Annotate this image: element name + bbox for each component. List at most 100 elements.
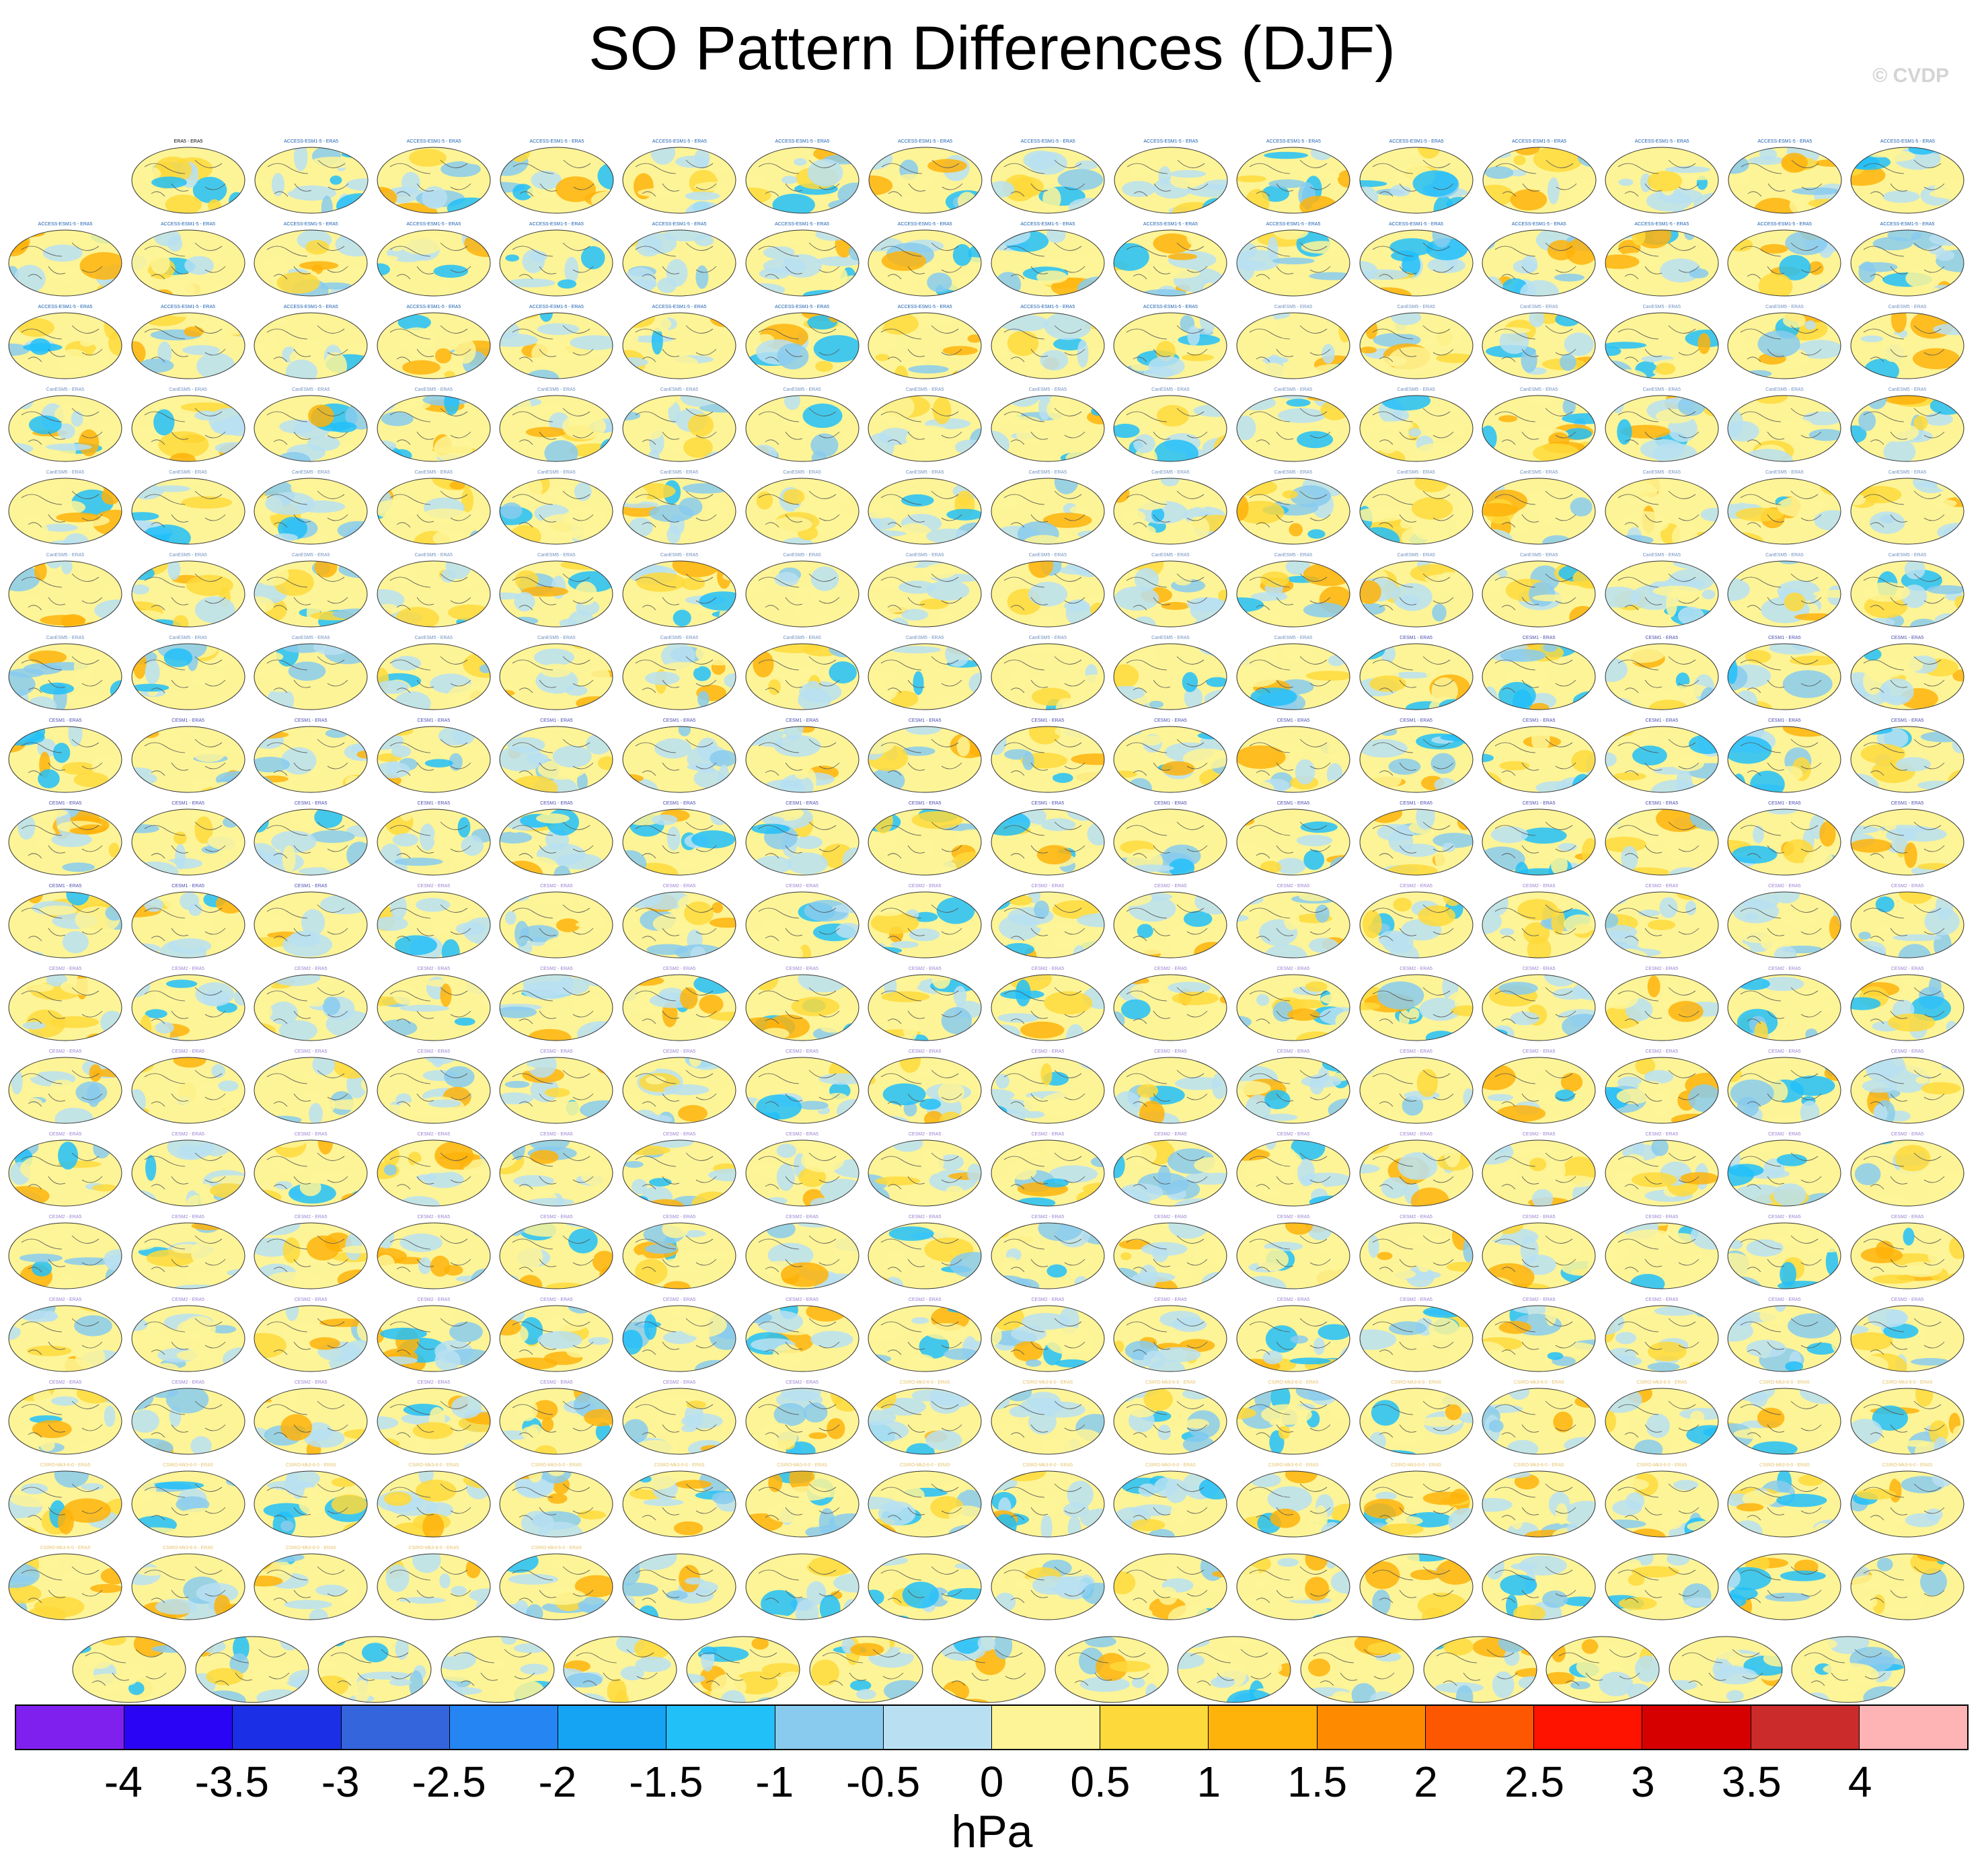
global-map-icon (1482, 1057, 1596, 1124)
map-panel: CSIRO-Mk3-6-0 - ERA5 (1605, 1380, 1719, 1456)
global-map-icon (745, 1553, 860, 1620)
map-panel: CESM2 - ERA5 (377, 884, 491, 959)
global-map-icon (1482, 312, 1596, 379)
global-map-icon (1113, 560, 1227, 628)
map-panel: CanESM5 - ERA5 (1236, 387, 1350, 463)
map-panel-title: CanESM5 - ERA5 (660, 636, 699, 640)
map-panel: ACCESS-ESM1-5 - ERA5 (1236, 139, 1350, 215)
map-panel-title: ACCESS-ESM1-5 - ERA5 (1389, 222, 1444, 227)
map-panel-title: CESM2 - ERA5 (1400, 884, 1433, 889)
colorbar-box (124, 1706, 233, 1749)
map-panel: CESM2 - ERA5 (868, 1049, 982, 1125)
map-panel-title: CanESM5 - ERA5 (1888, 305, 1927, 309)
map-panel (1669, 1628, 1783, 1704)
global-map-icon (377, 1470, 491, 1538)
map-panel: CESM2 - ERA5 (499, 1132, 613, 1207)
map-panel-title: CESM2 - ERA5 (1768, 1215, 1801, 1220)
global-map-icon (1850, 1470, 1964, 1538)
map-panel: CESM2 - ERA5 (377, 967, 491, 1042)
map-panel-title: CanESM5 - ERA5 (1151, 387, 1190, 392)
map-panel-title: CESM2 - ERA5 (786, 1298, 818, 1302)
map-panel: CESM2 - ERA5 (745, 1132, 860, 1207)
global-map-icon (686, 1636, 800, 1703)
map-panel-title: CanESM5 - ERA5 (1274, 305, 1313, 309)
map-panel: CESM2 - ERA5 (745, 967, 860, 1042)
map-panel-title: CanESM5 - ERA5 (1519, 305, 1558, 309)
map-panel: CESM1 - ERA5 (745, 718, 860, 794)
colorbar-tick-label: 2 (1414, 1758, 1438, 1806)
map-panel: ACCESS-ESM1-5 - ERA5 (1113, 305, 1227, 380)
global-map-icon (1359, 1305, 1474, 1372)
map-panel-title: CESM2 - ERA5 (1522, 1215, 1556, 1220)
map-panel (1482, 1546, 1596, 1621)
global-map-icon (1605, 1553, 1719, 1620)
global-map-icon (931, 1636, 1046, 1703)
map-panel: CESM2 - ERA5 (1727, 967, 1841, 1042)
map-panel-title: CESM2 - ERA5 (48, 1049, 82, 1054)
map-panel (1727, 1546, 1841, 1621)
map-panel: CanESM5 - ERA5 (1359, 553, 1474, 628)
global-map-icon (1113, 229, 1227, 297)
map-panel: ACCESS-ESM1-5 - ERA5 (1850, 139, 1964, 215)
global-map-icon (1236, 891, 1350, 959)
map-panel-title: CanESM5 - ERA5 (1028, 470, 1067, 475)
map-panel-title: CESM2 - ERA5 (540, 1049, 573, 1054)
global-map-icon (1605, 974, 1719, 1041)
map-panel: CanESM5 - ERA5 (1236, 305, 1350, 380)
map-panel: CanESM5 - ERA5 (1482, 387, 1596, 463)
global-map-icon (1359, 395, 1474, 462)
map-panel-title: CESM2 - ERA5 (48, 1132, 82, 1137)
map-panel-title: CESM2 - ERA5 (1891, 1049, 1924, 1054)
map-panel: ACCESS-ESM1-5 - ERA5 (868, 222, 982, 297)
map-panel-title: CESM1 - ERA5 (294, 718, 328, 723)
map-panel: ACCESS-ESM1-5 - ERA5 (745, 222, 860, 297)
global-map-icon (1605, 1305, 1719, 1372)
map-panel-title: CESM2 - ERA5 (171, 1049, 204, 1054)
map-panel: CanESM5 - ERA5 (377, 387, 491, 463)
map-panel: CanESM5 - ERA5 (1359, 305, 1474, 380)
global-map-icon (254, 891, 368, 959)
colorbar-tick-label: 2.5 (1504, 1758, 1564, 1806)
map-panel: CESM1 - ERA5 (254, 884, 368, 959)
map-panel-title: CanESM5 - ERA5 (660, 470, 699, 475)
map-panel-title: CESM1 - ERA5 (48, 718, 82, 723)
map-panel: ACCESS-ESM1-5 - ERA5 (1236, 222, 1350, 297)
global-map-icon (1236, 974, 1350, 1041)
colorbar (15, 1704, 1969, 1750)
global-map-icon (499, 1470, 613, 1538)
map-panel-title: ACCESS-ESM1-5 - ERA5 (897, 305, 952, 309)
global-map-icon (622, 1305, 736, 1372)
map-panel-title: ACCESS-ESM1-5 - ERA5 (1757, 139, 1813, 144)
global-map-icon (622, 395, 736, 462)
map-panel: ACCESS-ESM1-5 - ERA5 (1605, 222, 1719, 297)
global-map-icon (1113, 1553, 1227, 1620)
map-panel-title: CESM2 - ERA5 (1768, 1298, 1801, 1302)
map-panel: ACCESS-ESM1-5 - ERA5 (8, 305, 122, 380)
map-panel-title: CESM1 - ERA5 (1031, 718, 1065, 723)
map-panel: CanESM5 - ERA5 (1236, 470, 1350, 546)
map-panel-title: CESM1 - ERA5 (1891, 636, 1924, 640)
map-panel: ACCESS-ESM1-5 - ERA5 (499, 305, 613, 380)
global-map-icon (131, 478, 245, 545)
map-panel: CanESM5 - ERA5 (1113, 636, 1227, 711)
map-panel-title: CanESM5 - ERA5 (414, 636, 453, 640)
global-map-icon (8, 1305, 122, 1372)
global-map-icon (745, 726, 860, 793)
global-map-icon (1482, 643, 1596, 710)
map-panel: CESM1 - ERA5 (1236, 801, 1350, 876)
map-panel: ACCESS-ESM1-5 - ERA5 (1359, 222, 1474, 297)
map-panel: CESM1 - ERA5 (131, 718, 245, 794)
map-panel: CanESM5 - ERA5 (622, 553, 736, 628)
map-panel: CESM2 - ERA5 (1727, 1132, 1841, 1207)
global-map-icon (195, 1636, 309, 1703)
global-map-icon (131, 1553, 245, 1620)
map-panel: CESM2 - ERA5 (868, 1298, 982, 1373)
map-panel: CESM1 - ERA5 (377, 718, 491, 794)
map-panel: CESM2 - ERA5 (1727, 1298, 1841, 1373)
global-map-icon (745, 1470, 860, 1538)
global-map-icon (1850, 312, 1964, 379)
map-panel: CSIRO-Mk3-6-0 - ERA5 (1727, 1380, 1841, 1456)
map-panel-title: CESM2 - ERA5 (1154, 1132, 1187, 1137)
global-map-icon (1236, 1222, 1350, 1289)
global-map-icon (622, 1553, 736, 1620)
